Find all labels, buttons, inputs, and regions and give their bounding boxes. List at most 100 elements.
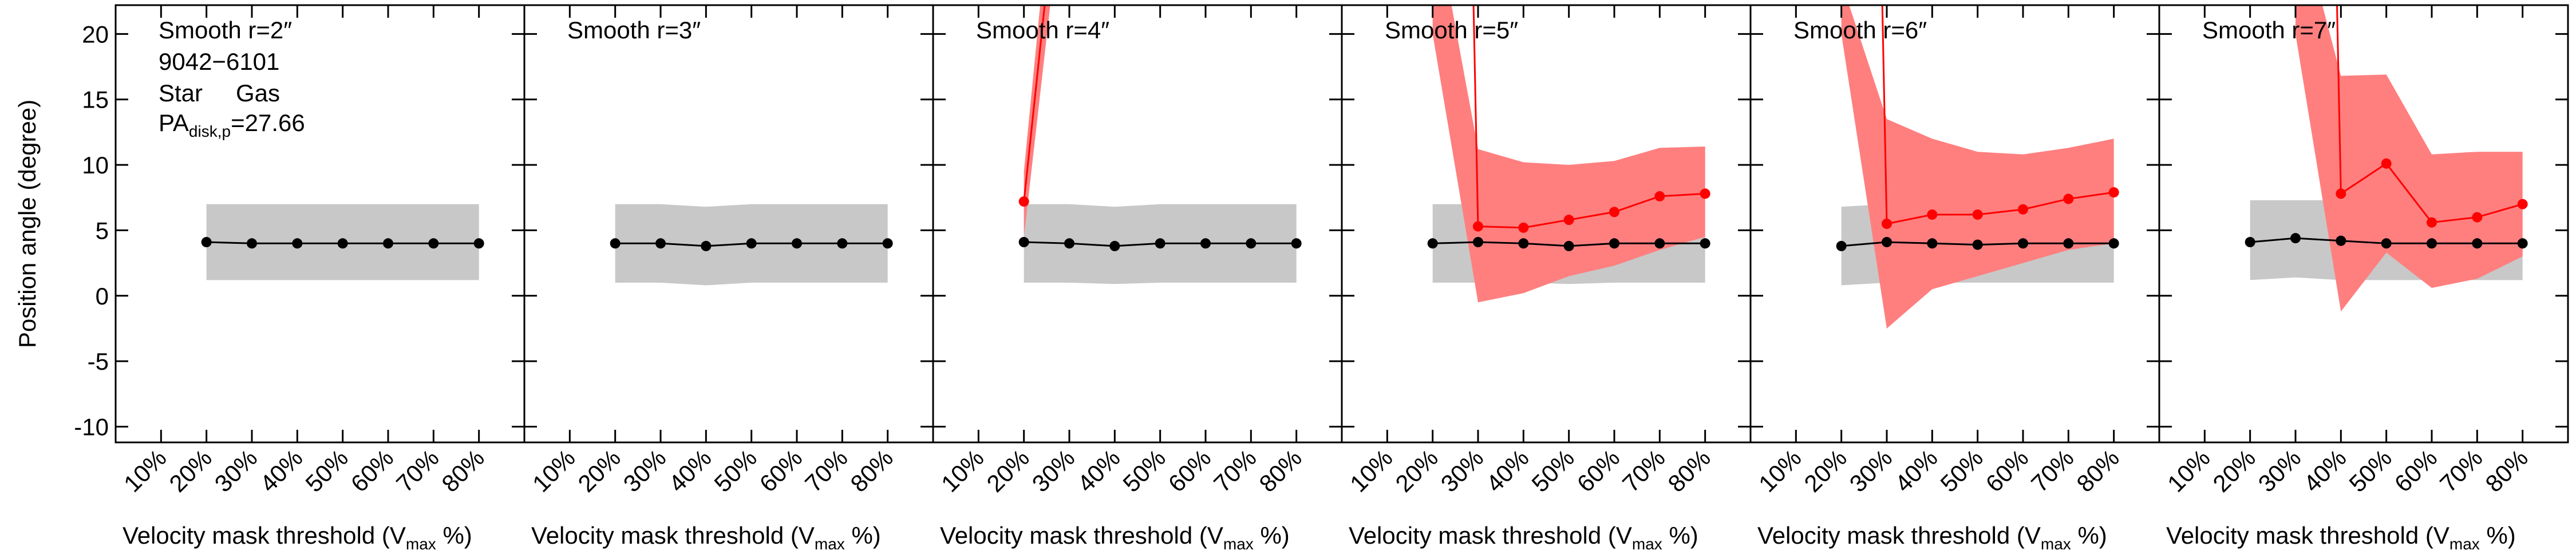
x-axis-label-sub: max: [406, 535, 436, 553]
data-point: [746, 238, 757, 249]
x-tick-label: 80%: [2480, 444, 2533, 497]
y-tick-label: 15: [82, 86, 109, 113]
x-tick-label: 30%: [1436, 444, 1489, 497]
data-point: [701, 240, 712, 251]
pa-annotation-rest: =27.66: [231, 109, 305, 136]
data-point: [1473, 237, 1483, 248]
x-axis-label-main: Velocity mask threshold (V: [1349, 522, 1632, 549]
x-axis-label-sub: max: [1632, 535, 1662, 553]
data-point: [2245, 237, 2255, 248]
x-axis-label: Velocity mask threshold (Vmax %): [940, 522, 1290, 553]
data-point: [792, 238, 802, 249]
data-point: [2381, 238, 2392, 249]
x-tick-label: 70%: [1208, 444, 1262, 497]
data-point: [1972, 209, 1983, 220]
panel-title: Smooth r=3″: [567, 17, 701, 43]
data-point: [1018, 237, 1029, 248]
x-tick-label: 50%: [1526, 444, 1579, 497]
x-tick-label: 60%: [1572, 444, 1625, 497]
data-point: [1109, 240, 1120, 251]
y-tick-label: -10: [74, 414, 109, 441]
x-axis-label: Velocity mask threshold (Vmax %): [1757, 522, 2107, 553]
error-band: [2296, 5, 2523, 312]
data-point: [1882, 219, 1892, 229]
data-point: [2018, 204, 2028, 215]
data-point: [1473, 221, 1483, 232]
x-tick-label: 40%: [663, 444, 717, 497]
error-band: [1024, 5, 1050, 237]
x-tick-label: 80%: [436, 444, 489, 497]
x-tick-label: 50%: [709, 444, 762, 497]
y-tick-label: -5: [88, 348, 109, 375]
x-tick-label: 40%: [1481, 444, 1534, 497]
x-tick-label: 50%: [1117, 444, 1171, 497]
data-point: [428, 238, 439, 249]
data-point: [2381, 158, 2392, 169]
x-axis-label-rest: %): [1254, 522, 1290, 549]
data-point: [2108, 238, 2119, 249]
data-point: [2063, 193, 2074, 204]
x-tick-label: 40%: [255, 444, 308, 497]
x-tick-label: 20%: [1799, 444, 1852, 497]
x-tick-label: 70%: [1617, 444, 1670, 497]
x-tick-label: 80%: [845, 444, 898, 497]
x-tick-label: 70%: [391, 444, 444, 497]
data-point: [2517, 238, 2528, 249]
data-point: [2427, 217, 2437, 228]
x-tick-label: 10%: [1753, 444, 1807, 497]
x-tick-label: 10%: [1345, 444, 1398, 497]
x-tick-label: 10%: [118, 444, 172, 497]
x-tick-label: 50%: [1935, 444, 1988, 497]
data-point: [2018, 238, 2028, 249]
x-axis-label: Velocity mask threshold (Vmax %): [2166, 522, 2516, 553]
data-point: [1291, 238, 1302, 249]
data-point: [1200, 238, 1211, 249]
x-tick-label: 60%: [1163, 444, 1216, 497]
data-point: [1927, 238, 1938, 249]
data-point: [1654, 191, 1665, 201]
plot-area: [1018, 5, 1302, 284]
x-tick-label: 60%: [2389, 444, 2443, 497]
plot-area: [201, 204, 484, 280]
data-point: [383, 238, 393, 249]
x-axis-label-main: Velocity mask threshold (V: [531, 522, 815, 549]
data-point: [610, 238, 621, 249]
data-point: [337, 238, 348, 249]
x-tick-label: 40%: [2298, 444, 2352, 497]
data-point: [1654, 238, 1665, 249]
pa-annotation-sub: disk,p: [189, 122, 231, 140]
x-tick-label: 30%: [618, 444, 671, 497]
legend-entry: Gas: [236, 80, 280, 106]
pa-annotation: PAdisk,p=27.66: [159, 109, 305, 140]
data-point: [837, 238, 848, 249]
x-tick-label: 60%: [754, 444, 808, 497]
plot-area: [1836, 5, 2119, 329]
plot-area: [2245, 5, 2528, 312]
error-band: [1841, 5, 2114, 329]
data-point: [2336, 235, 2346, 246]
data-point: [1018, 196, 1029, 207]
galaxy-id: 9042−6101: [159, 48, 279, 75]
y-tick-label: 0: [96, 283, 109, 310]
x-tick-label: 60%: [346, 444, 399, 497]
x-tick-label: 60%: [1981, 444, 2034, 497]
data-point: [1155, 238, 1165, 249]
x-tick-label: 20%: [164, 444, 217, 497]
x-tick-label: 80%: [1254, 444, 1307, 497]
data-point: [1609, 238, 1619, 249]
data-point: [2472, 212, 2483, 223]
x-axis-label-main: Velocity mask threshold (V: [2166, 522, 2449, 549]
x-axis-label-main: Velocity mask threshold (V: [1757, 522, 2041, 549]
data-point: [1972, 239, 1983, 250]
data-point: [1427, 238, 1438, 249]
x-tick-label: 30%: [1844, 444, 1898, 497]
data-point: [2517, 199, 2528, 209]
plot-frame: [2158, 4, 2569, 444]
x-axis-label-sub: max: [1223, 535, 1254, 553]
error-band: [1432, 5, 1705, 303]
data-point: [2108, 187, 2119, 198]
data-point: [1700, 238, 1710, 249]
x-tick-label: 20%: [572, 444, 626, 497]
x-tick-label: 30%: [2253, 444, 2306, 497]
y-tick-label: 10: [82, 152, 109, 179]
